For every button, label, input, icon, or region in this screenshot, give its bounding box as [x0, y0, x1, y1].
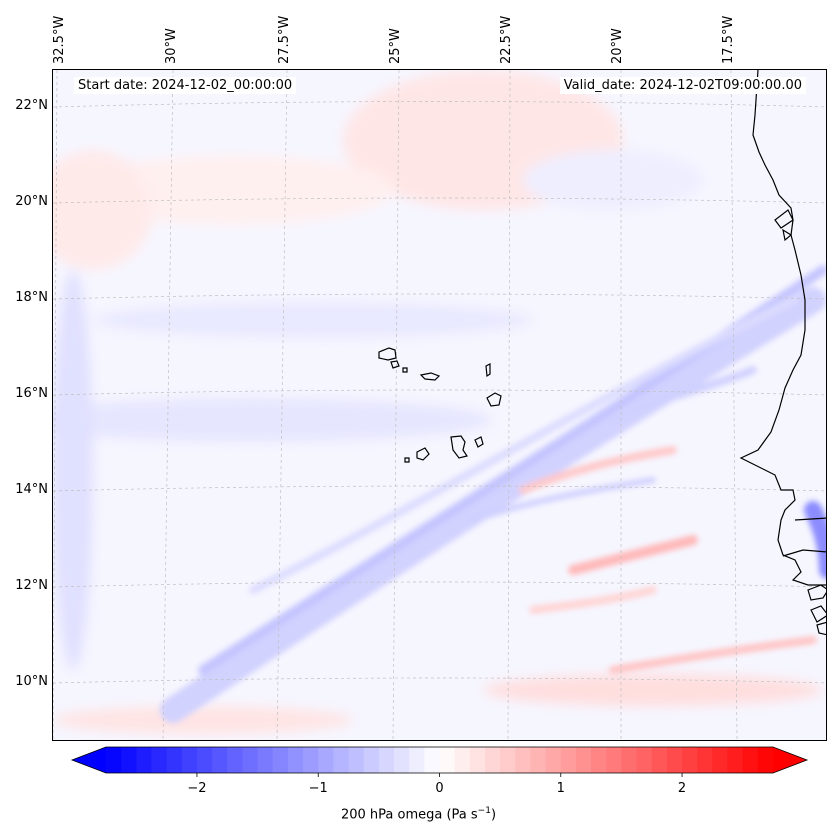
colorbar-cell [303, 747, 319, 773]
lon-label-20w: 20°W [610, 28, 625, 64]
colorbar-tick-label: 2 [677, 781, 687, 796]
colorbar-cell [242, 747, 259, 773]
colorbar-cell [757, 747, 774, 773]
map-panel: Start date: 2024-12-02_00:00:00 Valid_da… [52, 69, 827, 741]
lon-label-25w: 25°W [388, 28, 403, 64]
lon-label-22-5w: 22.5°W [499, 15, 514, 64]
colorbar-cell [530, 747, 547, 773]
colorbar-tick-label: −1 [308, 781, 328, 796]
colorbar-cell [697, 747, 713, 773]
colorbar-cell [348, 747, 365, 773]
cape-verde-islands [378, 347, 502, 463]
lat-label-22n: 22°N [15, 98, 48, 113]
colorbar-cell [196, 747, 213, 773]
lat-label-12n: 12°N [15, 578, 48, 593]
colorbar-cell [621, 747, 638, 773]
lat-label-20n: 20°N [15, 194, 48, 209]
colorbar-cell [121, 747, 137, 773]
colorbar-cell [454, 747, 471, 773]
colorbar-cell [636, 747, 653, 773]
colorbar-cell [651, 747, 668, 773]
colorbar-tick-marks [196, 773, 683, 777]
omega-shading [53, 70, 826, 740]
colorbar-cell [272, 747, 289, 773]
start-date-label: Start date: 2024-12-02_00:00:00 [74, 77, 297, 94]
lat-label-14n: 14°N [15, 482, 48, 497]
colorbar-cell [318, 747, 334, 773]
colorbar-cell [181, 747, 198, 773]
colorbar-cell [409, 747, 425, 773]
coastline [739, 70, 826, 636]
colorbar-cell [500, 747, 516, 773]
colorbar-cell [212, 747, 228, 773]
colorbar-cell [227, 747, 244, 773]
colorbar-cell [727, 747, 744, 773]
lat-label-10n: 10°N [15, 674, 48, 689]
lon-label-30w: 30°W [164, 28, 179, 64]
colorbar-cell [515, 747, 532, 773]
colorbar-tick-label: 1 [556, 781, 565, 796]
colorbar-low-extension [72, 747, 106, 773]
colorbar-cells [106, 747, 774, 773]
africa-coast [739, 70, 826, 586]
colorbar-cell [136, 747, 153, 773]
colorbar-outline [70, 746, 809, 774]
colorbar-cell [287, 747, 304, 773]
colorbar-tick-label: −2 [187, 781, 207, 796]
colorbar-cell [545, 747, 562, 773]
lon-label-17-5w: 17.5°W [721, 15, 736, 64]
colorbar-cell [166, 747, 183, 773]
colorbar-cell [363, 747, 380, 773]
lon-label-27-5w: 27.5°W [277, 15, 292, 64]
omega-field-map [53, 70, 826, 740]
colorbar-cell [394, 747, 410, 773]
colorbar-label: 200 hPa omega (Pa s−1) [340, 806, 497, 823]
colorbar-cell [424, 747, 441, 773]
colorbar-cell [484, 747, 501, 773]
colorbar-cell [469, 747, 486, 773]
lon-label-32-5w: 32.5°W [52, 15, 67, 64]
colorbar [70, 746, 809, 777]
valid-date-label: Valid_date: 2024-12-02T09:00:00.00 [559, 77, 806, 94]
colorbar-cell [742, 747, 759, 773]
colorbar-cell [106, 747, 122, 773]
colorbar-cell [333, 747, 350, 773]
colorbar-cell [151, 747, 168, 773]
colorbar-cell [560, 747, 577, 773]
colorbar-cell [439, 747, 456, 773]
colorbar-cell [666, 747, 683, 773]
lat-label-18n: 18°N [15, 290, 48, 305]
colorbar-cell [712, 747, 729, 773]
colorbar-cell [378, 747, 395, 773]
lat-label-16n: 16°N [15, 386, 48, 401]
colorbar-high-extension [773, 747, 807, 773]
colorbar-cell [591, 747, 607, 773]
colorbar-tick-label: 0 [435, 781, 444, 796]
colorbar-cell [257, 747, 274, 773]
colorbar-cell [682, 747, 698, 773]
colorbar-cell [606, 747, 623, 773]
colorbar-cell [575, 747, 592, 773]
graticule [53, 70, 826, 740]
